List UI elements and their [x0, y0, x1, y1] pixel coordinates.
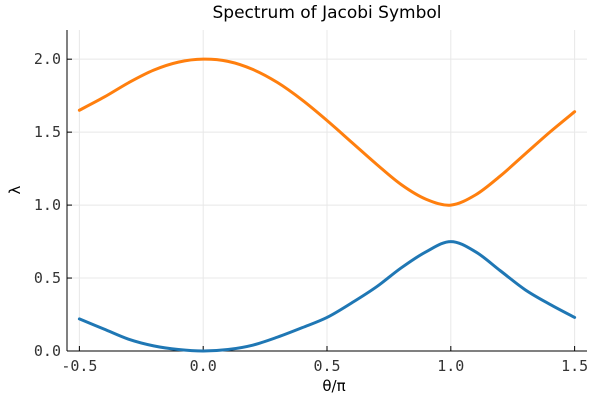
chart-title: Spectrum of Jacobi Symbol — [213, 3, 442, 23]
grid-lines — [67, 30, 587, 352]
series-line-1 — [77, 240, 577, 353]
y-tick-label: 0.0 — [34, 342, 61, 360]
series-line-2 — [77, 57, 577, 207]
x-axis-ticks: -0.5 0.0 0.5 1.0 1.5 — [61, 346, 588, 375]
x-tick-label: -0.5 — [61, 357, 97, 375]
x-axis-label: θ/π — [322, 377, 345, 395]
x-tick-label: 1.5 — [561, 357, 588, 375]
y-tick-label: 1.5 — [34, 123, 61, 141]
y-axis-ticks: 0.0 0.5 1.0 1.5 2.0 — [34, 50, 72, 360]
x-tick-label: 0.0 — [190, 357, 217, 375]
y-axis-label: λ — [6, 185, 24, 194]
y-tick-label: 0.5 — [34, 269, 61, 287]
series-group — [77, 57, 577, 353]
x-tick-label: 1.0 — [437, 357, 464, 375]
y-tick-label: 1.0 — [34, 196, 61, 214]
x-tick-label: 0.5 — [313, 357, 340, 375]
y-tick-label: 2.0 — [34, 50, 61, 68]
